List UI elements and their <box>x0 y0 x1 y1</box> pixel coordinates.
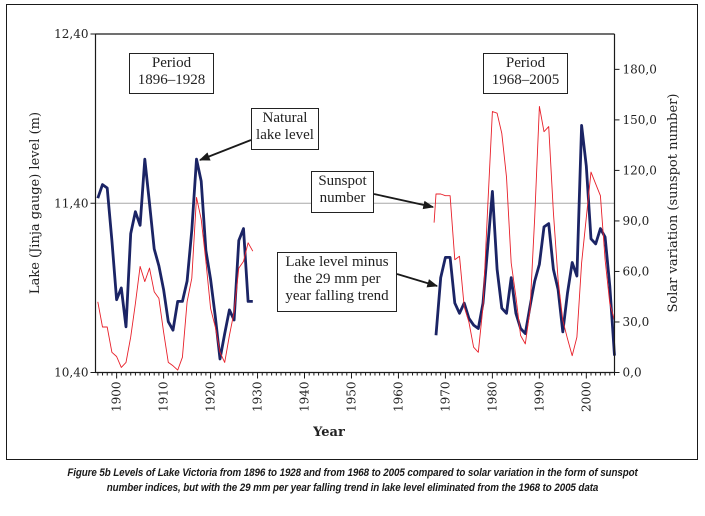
x-tick-label: 1950 <box>344 382 358 413</box>
x-tick-label: 1940 <box>298 382 312 413</box>
annotation-line: the 29 mm per <box>293 271 381 287</box>
lake-level-line <box>434 124 616 356</box>
arrow-layer <box>198 139 439 288</box>
annotation-line: Sunspot <box>318 173 367 189</box>
x-tick-label: 1990 <box>532 382 546 413</box>
annotation-line: Period <box>505 55 546 71</box>
x-tick-label: 1980 <box>485 382 499 413</box>
y-left-tick-label: 12,40 <box>54 27 88 41</box>
x-tick-label: 1970 <box>438 382 452 413</box>
annotation-period-1968-2005: Period 1968–2005 <box>483 53 568 94</box>
annotation-sunspot-number: Sunspot number <box>311 171 374 213</box>
annotation-line: Period <box>151 55 192 71</box>
y-right-tick-label: 150,0 <box>623 113 657 127</box>
y-right-tick-label: 180,0 <box>623 62 657 76</box>
x-tick-label: 1960 <box>391 382 405 413</box>
y-axis-right-title: Solar variation (sunspot number) <box>666 94 681 313</box>
sunspot-line <box>97 196 254 371</box>
annotation-period-1896-1928: Period 1896–1928 <box>129 53 214 94</box>
annotation-line: 1968–2005 <box>491 72 560 88</box>
annotation-line: lake level <box>256 127 314 143</box>
y-right-tick-label: 120,0 <box>623 163 657 177</box>
caption-line-2: number indices, but with the 29 mm per y… <box>106 482 599 494</box>
y-left-tick-label: 10,40 <box>54 366 88 380</box>
y-left-tick-label: 11,40 <box>54 196 88 210</box>
arrow-sunspot-number <box>373 193 435 210</box>
y-right-tick-label: 0,0 <box>623 366 642 380</box>
annotation-line: Natural <box>262 110 308 126</box>
series-layer <box>96 105 616 371</box>
x-tick-label: 1920 <box>204 382 218 413</box>
annotation-line: number <box>319 190 366 206</box>
figure-caption: Figure 5b Levels of Lake Victoria from 1… <box>49 466 655 496</box>
annotation-line: Lake level minus <box>285 254 389 270</box>
lake-level-line <box>96 157 253 361</box>
sunspot-line <box>433 105 615 357</box>
arrow-natural-lake-level <box>198 139 252 161</box>
y-axis-left-title: Lake (Jinja gauge) level (m) <box>28 112 43 294</box>
x-tick-label: 2000 <box>579 382 593 413</box>
y-right-tick-label: 90,0 <box>623 214 650 228</box>
annotation-line: year falling trend <box>285 288 389 304</box>
caption-line-1: Figure 5b Levels of Lake Victoria from 1… <box>67 467 638 479</box>
x-tick-label: 1930 <box>251 382 265 413</box>
figure-frame <box>6 4 698 460</box>
x-tick-label: 1910 <box>157 382 171 413</box>
y-right-tick-label: 30,0 <box>623 315 650 329</box>
axes-layer: 1900 1910 1920 1930 1940 1950 1960 1970 1980 1990… <box>54 27 657 412</box>
y-right-tick-label: 60,0 <box>623 264 650 278</box>
arrow-detrended-lake-level <box>396 273 439 288</box>
x-tick-label: 1900 <box>110 382 124 413</box>
annotation-line: 1896–1928 <box>137 72 206 88</box>
annotation-natural-lake-level: Natural lake level <box>251 108 319 150</box>
annotation-detrended-lake-level: Lake level minus the 29 mm per year fall… <box>277 252 397 312</box>
x-axis-title: Year <box>312 425 345 440</box>
